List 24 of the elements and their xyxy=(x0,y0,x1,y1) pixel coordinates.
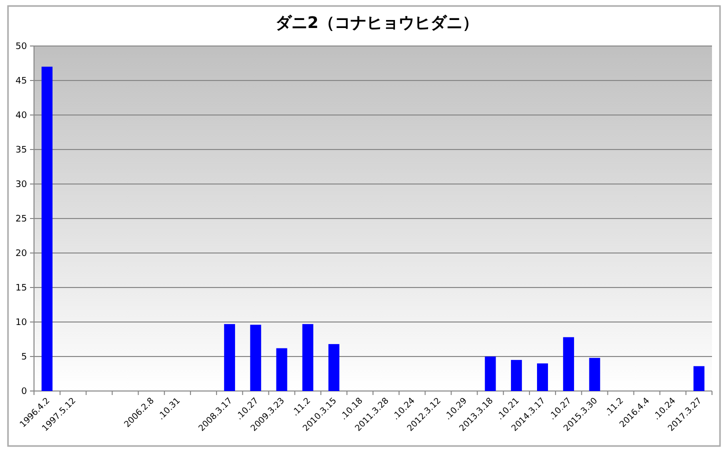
bar xyxy=(563,337,574,391)
bar xyxy=(42,66,53,391)
chart-title: ダニ2（コナヒョウヒダニ） xyxy=(275,13,479,32)
bar xyxy=(510,360,522,391)
bar xyxy=(484,356,496,391)
bar xyxy=(693,366,704,391)
bar xyxy=(537,363,548,391)
y-tick-label: 25 xyxy=(16,214,27,224)
bar xyxy=(302,324,314,391)
y-tick-label: 35 xyxy=(16,146,27,156)
bar xyxy=(328,344,340,391)
y-tick-label: 45 xyxy=(16,76,27,86)
y-tick-label: 30 xyxy=(16,180,28,190)
bar xyxy=(589,358,600,391)
y-tick-label: 20 xyxy=(16,249,28,259)
bar xyxy=(224,324,236,391)
bar xyxy=(250,324,262,391)
y-tick-label: 40 xyxy=(16,111,28,121)
bar xyxy=(276,348,288,391)
y-tick-label: 15 xyxy=(16,284,27,294)
y-tick-label: 10 xyxy=(16,318,28,328)
y-tick-label: 5 xyxy=(21,352,27,362)
y-tick-label: 0 xyxy=(21,387,28,397)
y-tick-label: 50 xyxy=(16,42,28,52)
